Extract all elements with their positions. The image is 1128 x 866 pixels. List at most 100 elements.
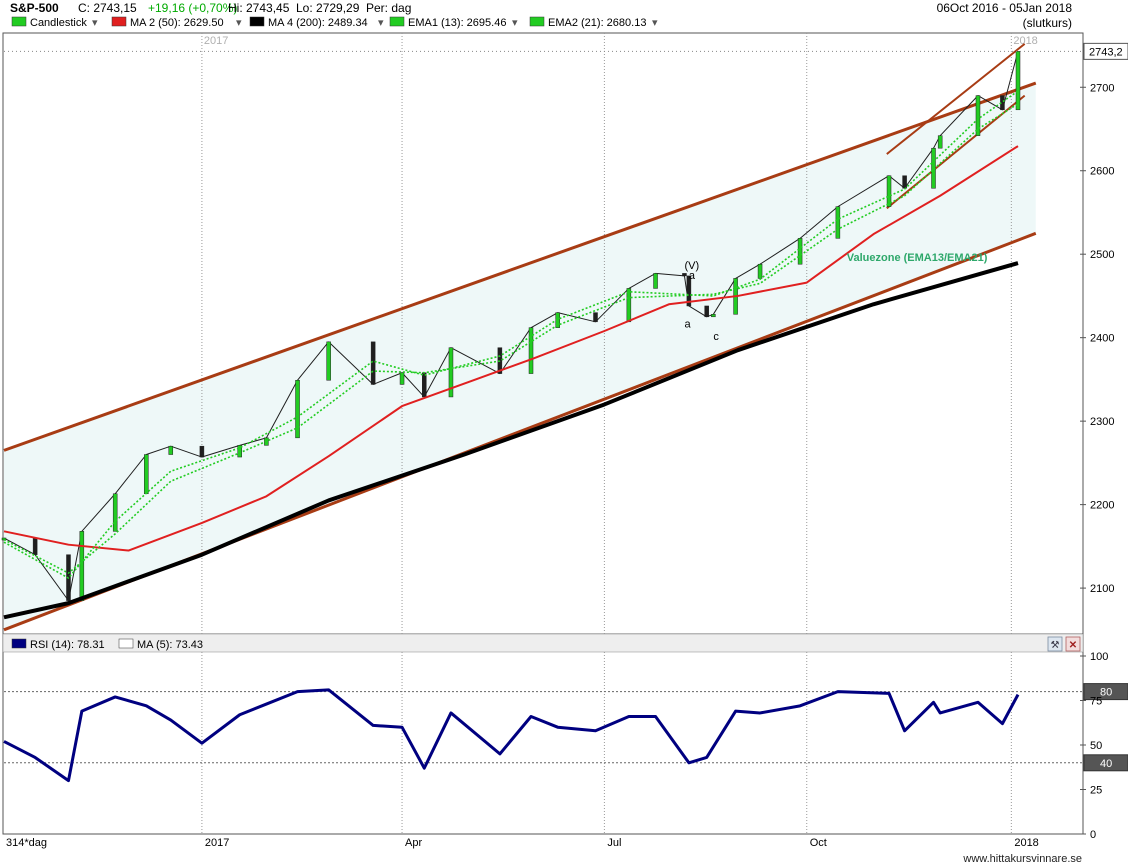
candle-mark — [704, 305, 709, 318]
annotation-label: c — [713, 331, 719, 343]
x-tick-label: Oct — [810, 837, 827, 849]
candle-mark — [1015, 51, 1021, 111]
x-tick-label: Apr — [405, 837, 422, 849]
watermark: www.hittakursvinnare.se — [962, 853, 1082, 865]
legend-item-ma50[interactable]: MA 2 (50): 2629.50 ▾ — [111, 16, 242, 29]
annotation-label: a — [689, 270, 696, 282]
legend-label-ma200: MA 4 (200): 2489.34 — [268, 17, 368, 29]
series-ma-line — [3, 145, 1019, 552]
candle-mark — [422, 372, 427, 398]
candle-mark — [199, 445, 205, 458]
candle-mark — [682, 273, 687, 277]
period-labels: 2017 2018 — [204, 35, 1038, 47]
rsi-ma-legend-item[interactable]: MA (5): 73.43 — [118, 638, 203, 651]
rsi-legend-item[interactable]: RSI (14): 78.31 — [11, 638, 105, 651]
rsi-legend-label: RSI (14): 78.31 — [30, 639, 105, 651]
period-label: 2018 — [1013, 35, 1037, 47]
candle-mark — [686, 275, 692, 307]
chevron-down-icon[interactable]: ▾ — [652, 17, 658, 29]
chevron-down-icon[interactable]: ▾ — [512, 17, 518, 29]
candle-mark — [144, 454, 149, 495]
channel-upper — [3, 81, 1037, 452]
legend-item-candlestick[interactable]: Candlestick ▾ — [11, 16, 98, 29]
rsi-y-axis: 80 40 0 25 50 75 100 — [1080, 651, 1128, 841]
price-tick-label: 2200 — [1090, 500, 1114, 512]
wedge-upper — [886, 43, 1026, 155]
wedge-lower — [886, 94, 1026, 210]
high-value: Hi: 2743,45 — [228, 1, 290, 15]
change-value: +19,16 (+0,70%) — [148, 1, 237, 15]
last-price-box — [1083, 42, 1128, 60]
candle-mark — [112, 493, 118, 532]
legend-label-ema21: EMA2 (21): 2680.13 — [548, 17, 646, 29]
close-panel-button[interactable]: ✕ — [1065, 636, 1081, 652]
candle-mark — [653, 273, 658, 289]
rsi-line — [3, 688, 1020, 783]
candle-mark — [797, 238, 803, 265]
candle-mark — [370, 341, 376, 385]
price-basis: (slutkurs) — [1023, 16, 1072, 30]
price-tick-label: 2400 — [1090, 333, 1114, 345]
candle-mark — [237, 445, 242, 458]
legend-label-ema13: EMA1 (13): 2695.46 — [408, 17, 506, 29]
x-tick-label: 2018 — [1014, 837, 1038, 849]
rsi-tick-label: 75 — [1090, 696, 1102, 708]
chevron-down-icon[interactable]: ▾ — [378, 17, 384, 29]
candle-mark — [711, 314, 716, 318]
annotation-label: (V) — [684, 260, 699, 272]
rsi-level-label: 80 — [1100, 687, 1112, 699]
series-ma-line — [3, 261, 1019, 620]
bar-count: 314*dag — [6, 837, 47, 849]
annotation-label: Valuezone (EMA13/EMA21) — [847, 252, 988, 264]
candle-mark — [902, 175, 907, 189]
rsi-level-label: 40 — [1100, 758, 1112, 770]
candle-mark — [79, 531, 85, 601]
low-value: Lo: 2729,29 — [296, 1, 360, 15]
price-y-axis: 2100 2200 2300 2400 2500 2600 2700 2743,2 — [4, 33, 1128, 634]
legend-item-ema21[interactable]: EMA2 (21): 2680.13 ▾ — [529, 16, 658, 29]
symbol-title: S&P-500 — [10, 1, 59, 15]
chevron-down-icon[interactable]: ▾ — [236, 17, 242, 29]
candle-mark — [937, 135, 943, 149]
candle-mark — [593, 312, 598, 323]
settings-button[interactable]: ⚒ — [1047, 636, 1063, 652]
legend-item-ma200[interactable]: MA 4 (200): 2489.34 ▾ — [249, 16, 384, 29]
rsi-panel-frame — [2, 633, 1084, 835]
annotation-label: a — [684, 319, 691, 331]
candle-mark — [886, 175, 892, 207]
channel-fill — [4, 83, 1036, 630]
x-tick-label: 2017 — [205, 837, 229, 849]
rsi-tick-label: 100 — [1090, 651, 1108, 663]
series-ema1-line — [3, 90, 1019, 579]
period-label: 2017 — [204, 35, 228, 47]
legend-item-ema13[interactable]: EMA1 (13): 2695.46 ▾ — [389, 16, 518, 29]
price-tick-label: 2500 — [1090, 249, 1114, 261]
grid-lines — [201, 33, 1012, 834]
rsi-ma-legend-label: MA (5): 73.43 — [137, 639, 203, 651]
candle-mark — [448, 347, 454, 398]
rsi-tick-label: 25 — [1090, 785, 1102, 797]
candle-mark — [497, 347, 503, 374]
rsi-series — [3, 688, 1083, 783]
wrench-icon: ⚒ — [1051, 640, 1060, 651]
close-icon: ✕ — [1069, 640, 1077, 651]
chevron-down-icon[interactable]: ▾ — [92, 17, 98, 29]
x-tick-label: Jul — [607, 837, 621, 849]
candle-mark — [626, 288, 632, 323]
rsi-tick-label: 50 — [1090, 740, 1102, 752]
x-axis: 2017 Apr Jul Oct 2018 — [205, 837, 1039, 849]
price-series — [1, 51, 1021, 620]
candle-mark — [399, 372, 405, 385]
close-value: C: 2743,15 — [78, 1, 137, 15]
candle-mark — [295, 379, 300, 439]
last-price-label: 2743,2 — [1089, 46, 1123, 58]
candle-mark — [168, 445, 174, 455]
candle-mark — [528, 327, 534, 374]
candle-mark — [975, 95, 981, 136]
rsi-level-box — [1083, 754, 1128, 772]
candle-mark — [757, 263, 763, 279]
rsi-header-bar — [2, 633, 1084, 653]
period-value: Per: dag — [366, 1, 411, 15]
